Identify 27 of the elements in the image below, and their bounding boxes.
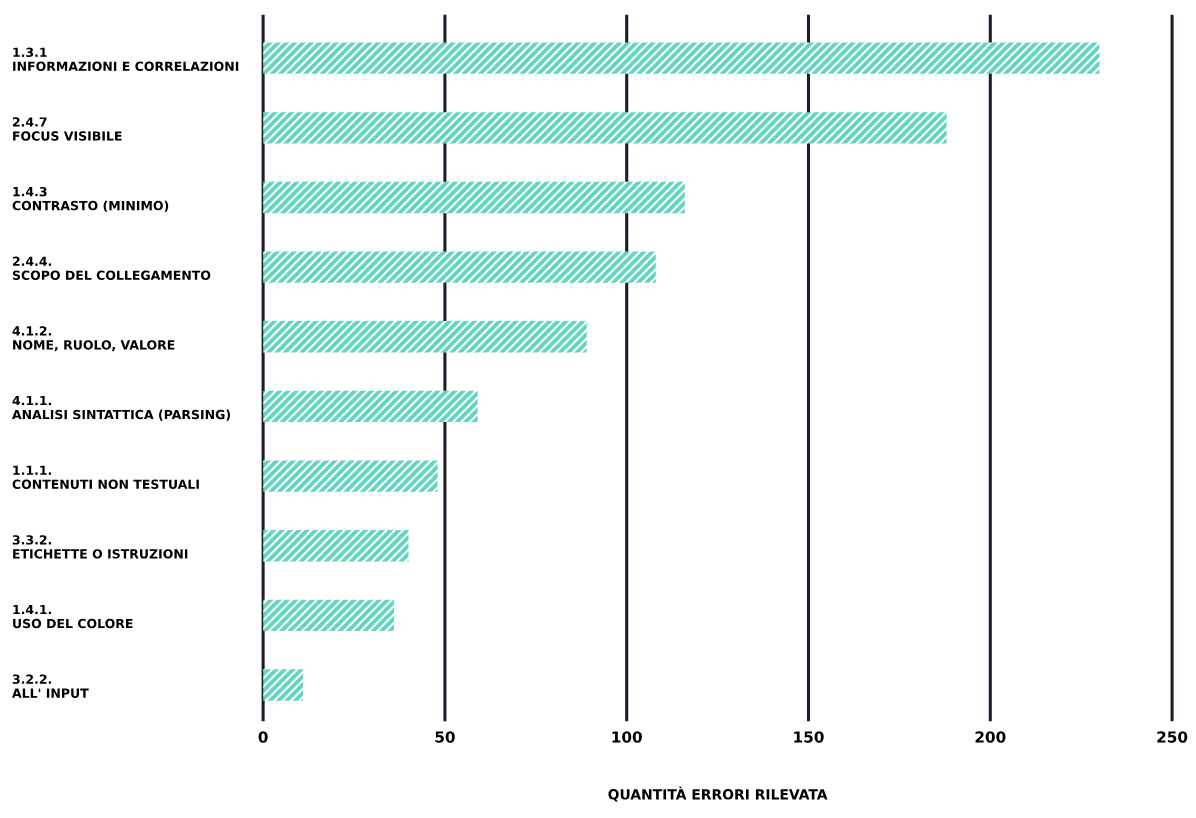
bar xyxy=(263,530,409,562)
bar xyxy=(263,669,304,701)
x-tick-label: 200 xyxy=(975,731,1006,743)
bar xyxy=(263,321,587,353)
x-axis-title: QUANTITÀ ERRORI RILEVATA xyxy=(608,786,828,802)
y-tick-label: 1.4.1. USO DEL COLORE xyxy=(13,604,133,629)
x-tick-label: 0 xyxy=(258,731,268,743)
bar xyxy=(263,112,947,144)
x-tick-label: 150 xyxy=(794,731,824,743)
y-tick-label: 1.4.3 CONTRASTO (MINIMO) xyxy=(12,186,169,212)
y-tick-label: 2.4.7 FOCUS VISIBILE xyxy=(12,117,122,141)
x-tick-label: 250 xyxy=(1157,731,1188,743)
y-tick-label: 1.1.1. CONTENUTI NON TESTUALI xyxy=(12,465,199,489)
y-tick-label: 4.1.2. NOME, RUOLO, VALORE xyxy=(12,326,175,352)
y-tick-label: 3.2.2. ALL' INPUT xyxy=(12,674,89,698)
y-tick-label: 2.4.4. SCOPO DEL COLLEGAMENTO xyxy=(12,256,211,280)
bar xyxy=(263,460,438,492)
x-tick-label: 100 xyxy=(612,731,642,743)
y-tick-label: 3.3.2. ETICHETTE O ISTRUZIONI xyxy=(12,535,188,559)
bar xyxy=(263,599,395,632)
bar xyxy=(263,390,478,423)
x-tick-label: 50 xyxy=(435,731,455,743)
y-tick-label: 4.1.1. ANALISI SINTATTICA (PARSING) xyxy=(12,396,230,421)
bar xyxy=(263,251,656,283)
bar xyxy=(263,181,685,214)
y-tick-label: 1.3.1 INFORMAZIONI E CORRELAZIONI xyxy=(13,47,239,72)
bar xyxy=(263,42,1100,74)
